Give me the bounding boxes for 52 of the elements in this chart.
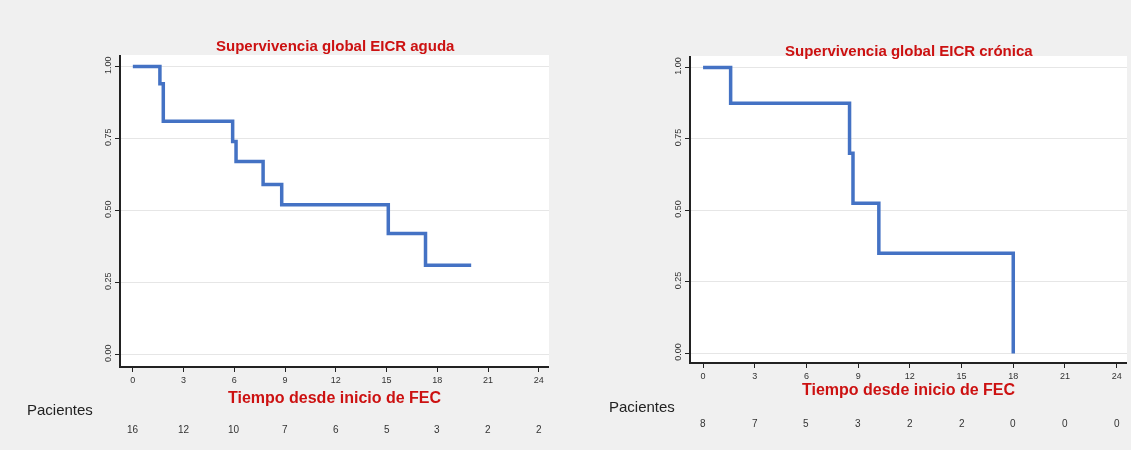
x-tick-label: 15	[381, 374, 392, 385]
y-tick-label: 1.00	[103, 56, 114, 74]
text: 2	[536, 424, 542, 435]
text: 7	[752, 418, 758, 429]
text: 3	[434, 424, 440, 435]
chart-title: Supervivencia global EICR aguda	[216, 37, 456, 54]
y-tick-label: 0.25	[103, 272, 114, 290]
x-axis-title: Tiempo desde inicio de FEC	[228, 389, 442, 406]
x-tick-label: 24	[1111, 370, 1122, 381]
text: 6	[333, 424, 339, 435]
x-axis-title: Tiempo desde inicio de FEC	[802, 381, 1016, 398]
text: 12	[178, 424, 190, 435]
x-tick-label: 12	[904, 370, 915, 381]
text: 2	[959, 418, 965, 429]
text: 8	[700, 418, 706, 429]
text: 0	[1062, 418, 1068, 429]
text: 5	[384, 424, 390, 435]
x-tick-label: 21	[1059, 370, 1070, 381]
y-tick-label: 0.00	[103, 344, 114, 362]
x-tick-label: 0	[700, 370, 706, 381]
x-tick-label: 3	[752, 370, 758, 381]
text: 2	[485, 424, 491, 435]
x-tick-label: 18	[432, 374, 443, 385]
y-tick-label: 0.75	[673, 128, 684, 147]
text: 0	[1114, 418, 1120, 429]
x-tick-label: 21	[483, 374, 494, 385]
y-tick-label: 0.25	[673, 271, 684, 290]
text: 7	[282, 424, 288, 435]
text: 0	[1010, 418, 1016, 429]
chart-title: Supervivencia global EICR crónica	[785, 42, 1034, 59]
text: Pacientes	[609, 398, 675, 415]
x-tick-label: 18	[1008, 370, 1019, 381]
y-tick-label: 0.75	[103, 128, 114, 146]
x-tick-label: 9	[282, 374, 288, 385]
x-tick-label: 6	[803, 370, 809, 381]
text: 3	[855, 418, 861, 429]
y-tick-label: 0.50	[103, 200, 114, 218]
y-tick-label: 0.50	[673, 200, 684, 218]
x-tick-label: 12	[330, 374, 341, 385]
text: 10	[228, 424, 240, 435]
x-tick-label: 9	[855, 370, 861, 381]
x-tick-label: 15	[956, 370, 967, 381]
x-tick-label: 6	[231, 374, 237, 385]
text: Pacientes	[27, 401, 93, 418]
y-tick-label: 0.00	[673, 343, 684, 361]
text: 2	[907, 418, 913, 429]
text: 16	[127, 424, 139, 435]
x-tick-label: 3	[181, 374, 187, 385]
x-tick-label: 24	[533, 374, 544, 385]
y-tick-label: 1.00	[673, 57, 684, 75]
x-tick-label: 0	[130, 374, 136, 385]
text: 5	[803, 418, 809, 429]
